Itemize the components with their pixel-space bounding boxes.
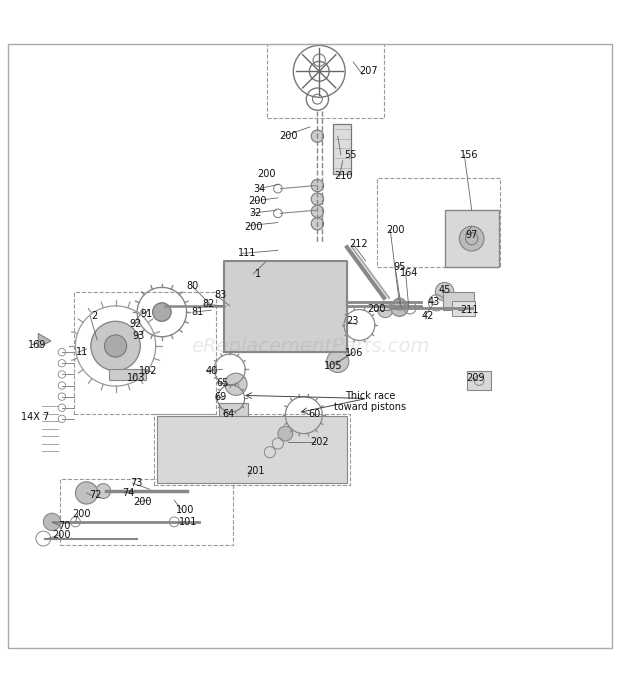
Text: 200: 200 <box>53 531 71 540</box>
Circle shape <box>311 217 324 230</box>
Text: 97: 97 <box>466 230 478 240</box>
Polygon shape <box>224 261 347 352</box>
Text: 70: 70 <box>58 521 71 531</box>
Text: 200: 200 <box>248 196 267 206</box>
Text: 106: 106 <box>345 348 363 358</box>
Bar <box>219 403 248 421</box>
Text: 72: 72 <box>89 491 102 500</box>
Text: 91: 91 <box>140 309 153 319</box>
Text: eReplacementParts.com: eReplacementParts.com <box>191 336 429 356</box>
Text: 105: 105 <box>324 361 343 371</box>
Circle shape <box>91 321 140 371</box>
Bar <box>452 301 476 316</box>
Circle shape <box>104 335 126 357</box>
Text: 200: 200 <box>257 170 276 179</box>
Text: 207: 207 <box>360 66 378 76</box>
Text: 200: 200 <box>133 497 151 507</box>
Text: 209: 209 <box>466 373 485 383</box>
Text: 103: 103 <box>126 373 145 383</box>
Circle shape <box>225 373 247 395</box>
Circle shape <box>311 179 324 192</box>
Text: 23: 23 <box>346 316 358 327</box>
Text: 211: 211 <box>460 305 479 315</box>
Bar <box>445 210 499 267</box>
Text: 80: 80 <box>187 280 199 291</box>
Circle shape <box>274 295 296 318</box>
Text: 83: 83 <box>215 291 227 300</box>
Text: 200: 200 <box>244 222 262 232</box>
Text: 69: 69 <box>215 392 227 401</box>
Text: 64: 64 <box>223 409 234 419</box>
Circle shape <box>459 226 484 251</box>
Text: 65: 65 <box>216 378 229 388</box>
Text: 40: 40 <box>205 365 218 376</box>
Text: 74: 74 <box>122 488 134 498</box>
Bar <box>109 369 146 380</box>
Text: 2: 2 <box>91 311 97 321</box>
Text: 200: 200 <box>73 509 91 519</box>
Circle shape <box>43 513 61 531</box>
Bar <box>467 371 491 390</box>
Bar <box>334 124 351 174</box>
Circle shape <box>278 426 293 441</box>
Text: 42: 42 <box>421 311 433 321</box>
Text: 14X 7: 14X 7 <box>21 412 50 422</box>
Text: 43: 43 <box>427 297 440 307</box>
Text: 101: 101 <box>179 517 197 527</box>
Polygon shape <box>38 334 51 347</box>
Text: 60: 60 <box>309 409 321 419</box>
Text: 102: 102 <box>139 365 157 376</box>
Bar <box>267 44 384 118</box>
Text: 32: 32 <box>249 208 262 218</box>
Text: 156: 156 <box>460 149 479 160</box>
Circle shape <box>327 350 349 372</box>
Text: 95: 95 <box>393 262 405 272</box>
Circle shape <box>391 299 408 316</box>
Text: 92: 92 <box>130 319 142 329</box>
Text: 11: 11 <box>76 347 88 357</box>
Text: 164: 164 <box>399 268 418 278</box>
Circle shape <box>153 303 171 321</box>
Bar <box>377 178 500 267</box>
Text: 34: 34 <box>253 183 265 194</box>
Text: 201: 201 <box>246 466 265 475</box>
Circle shape <box>311 193 324 206</box>
Text: 100: 100 <box>176 504 195 515</box>
Text: 82: 82 <box>202 299 215 309</box>
Bar <box>154 414 350 485</box>
Circle shape <box>76 482 98 504</box>
Text: 200: 200 <box>279 131 298 141</box>
Text: Thick race
toward pistons: Thick race toward pistons <box>334 391 407 412</box>
Circle shape <box>311 130 324 143</box>
Bar <box>60 479 233 545</box>
Bar <box>74 292 216 414</box>
Text: 111: 111 <box>238 248 256 258</box>
Text: 169: 169 <box>28 340 46 349</box>
Text: 81: 81 <box>192 307 204 317</box>
Circle shape <box>311 206 324 217</box>
Text: 212: 212 <box>349 239 368 249</box>
Text: 45: 45 <box>438 286 451 295</box>
Text: 55: 55 <box>344 149 356 160</box>
Bar <box>157 417 347 483</box>
Circle shape <box>96 484 110 498</box>
Circle shape <box>378 303 392 318</box>
Text: 1: 1 <box>254 268 260 279</box>
Text: 202: 202 <box>310 437 329 446</box>
Text: 93: 93 <box>132 331 144 341</box>
Bar <box>443 292 474 310</box>
Text: 200: 200 <box>368 304 386 314</box>
Text: 200: 200 <box>386 225 404 235</box>
Text: 73: 73 <box>130 478 142 488</box>
Text: 210: 210 <box>335 171 353 181</box>
Circle shape <box>435 282 454 301</box>
